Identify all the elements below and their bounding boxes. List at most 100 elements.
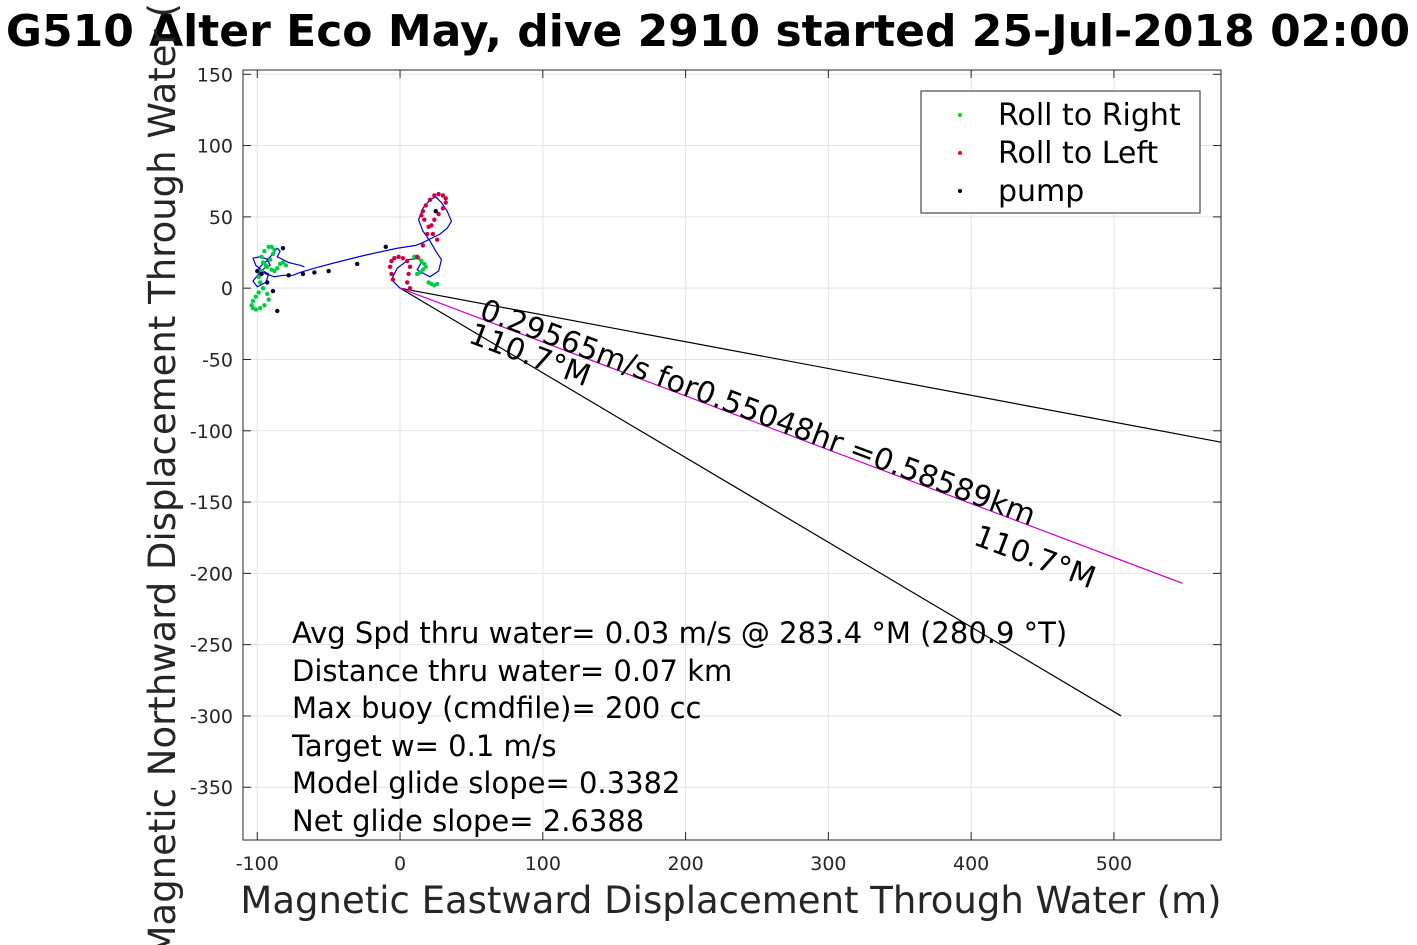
stats-block: Avg Spd thru water= 0.03 m/s @ 283.4 °M … (291, 616, 1067, 838)
roll-right-point (266, 244, 271, 250)
roll-right-point (253, 294, 259, 299)
roll-left-point (404, 280, 410, 285)
legend-label-roll-right: Roll to Right (998, 98, 1181, 133)
roll-right-point (267, 257, 273, 262)
roll-right-point (260, 260, 266, 265)
roll-right-point (275, 266, 280, 271)
stat-avg-speed: Avg Spd thru water= 0.03 m/s @ 283.4 °M … (292, 616, 1067, 650)
stat-distance: Distance thru water= 0.07 km (292, 654, 732, 688)
roll-left-point (423, 203, 428, 208)
legend-box (920, 90, 1201, 214)
roll-right-point (265, 264, 270, 269)
roll-left-point (389, 258, 394, 264)
roll-left-point (436, 211, 441, 217)
roll-left-point (404, 258, 410, 264)
roll-left-point (414, 254, 420, 259)
legend-marker-roll-right (958, 113, 962, 117)
roll-right-point (270, 251, 276, 257)
y-ticks: 150 100 50 0 -50 -100 -150 -200 -250 -300 -350 (190, 64, 1221, 799)
roll-left-point (440, 193, 446, 198)
plot-area (242, 69, 1222, 841)
roll-left-point (426, 224, 431, 230)
stat-target-w: Target w= 0.1 m/s (291, 729, 557, 763)
roll-left-point (407, 264, 413, 269)
y-tick-label: 150 (197, 64, 233, 86)
y-tick-label: -250 (190, 635, 233, 657)
roll-right-point (256, 274, 261, 279)
line-upper (399, 287, 1222, 443)
roll-right-point (259, 254, 264, 259)
roll-right-point (253, 307, 259, 312)
y-axis-label: Magnetic Northward Displacement Through … (141, 0, 184, 945)
roll-left-point (419, 213, 424, 218)
y-tick-label: 50 (209, 207, 233, 229)
pump-point (355, 261, 360, 267)
roll-right-point (257, 305, 263, 311)
line-current (399, 287, 1183, 584)
roll-left-point (422, 217, 427, 222)
x-tick-label: 500 (1096, 853, 1132, 875)
roll-left-point (396, 254, 401, 259)
line-lower (399, 287, 1122, 717)
roll-right-point (265, 291, 270, 297)
roll-left-point (406, 271, 411, 277)
roll-right-point (260, 285, 266, 291)
roll-left-point (390, 277, 396, 282)
roll-left-point (434, 237, 440, 242)
stat-net-glide: Net glide slope= 2.6388 (292, 804, 644, 838)
y-tick-label: 100 (197, 136, 233, 158)
roll-left-point (420, 208, 426, 214)
roll-left-point (443, 196, 448, 201)
y-tick-label: -150 (190, 492, 233, 514)
x-tick-label: -100 (236, 853, 279, 875)
plot-content (249, 191, 1222, 717)
stat-model-glide: Model glide slope= 0.3382 (292, 766, 680, 800)
roll-right-point (280, 260, 286, 265)
pump-point (286, 273, 291, 278)
roll-right-point (272, 268, 277, 274)
roll-left-point (389, 271, 394, 277)
roll-right-point (420, 267, 426, 272)
pump-point (265, 280, 270, 285)
pump-point (280, 246, 286, 251)
stat-max-buoy: Max buoy (cmdfile)= 200 cc (292, 691, 701, 725)
roll-left-point (400, 256, 406, 261)
pump-point (326, 268, 331, 274)
pump-point (275, 308, 280, 314)
roll-left-point (420, 243, 426, 248)
pump-point (259, 271, 264, 277)
speed-annotation: 0.29565m/s for0.55048hr =0.58589km (475, 293, 1040, 534)
pump-point (255, 268, 260, 274)
roll-right-point (262, 248, 267, 254)
y-tick-label: 0 (221, 278, 233, 300)
roll-left-point (430, 231, 436, 237)
legend-marker-roll-left (958, 151, 962, 155)
roll-right-point (262, 303, 267, 308)
pump-point (312, 270, 317, 275)
x-ticks: -100 0 100 200 300 400 500 (236, 70, 1132, 875)
legend-label-roll-left: Roll to Left (998, 136, 1158, 171)
roll-left-point (432, 193, 437, 198)
roll-right-point (419, 258, 424, 264)
heading-annotation-far: 110.7°M (969, 519, 1100, 596)
roll-left-point (440, 206, 446, 211)
x-tick-label: 0 (394, 853, 406, 875)
x-tick-label: 300 (810, 853, 846, 875)
legend-label-pump: pump (998, 174, 1084, 209)
roll-right-point (266, 297, 271, 302)
roll-left-point (407, 285, 413, 291)
pump-point (300, 271, 306, 277)
pump-point (383, 244, 388, 250)
roll-right-point (272, 247, 277, 252)
legend-marker-pump (958, 189, 962, 193)
legend: Roll to Right Roll to Left pump (920, 90, 1201, 214)
y-tick-label: -350 (190, 777, 233, 799)
y-tick-label: -300 (190, 706, 233, 728)
roll-left-point (436, 191, 441, 197)
chart-title: G510 Alter Eco May, dive 2910 started 25… (6, 6, 1410, 57)
x-axis-label: Magnetic Eastward Displacement Through W… (240, 879, 1221, 922)
roll-right-point (256, 290, 261, 295)
roll-right-point (250, 298, 256, 304)
roll-right-point (423, 264, 428, 269)
